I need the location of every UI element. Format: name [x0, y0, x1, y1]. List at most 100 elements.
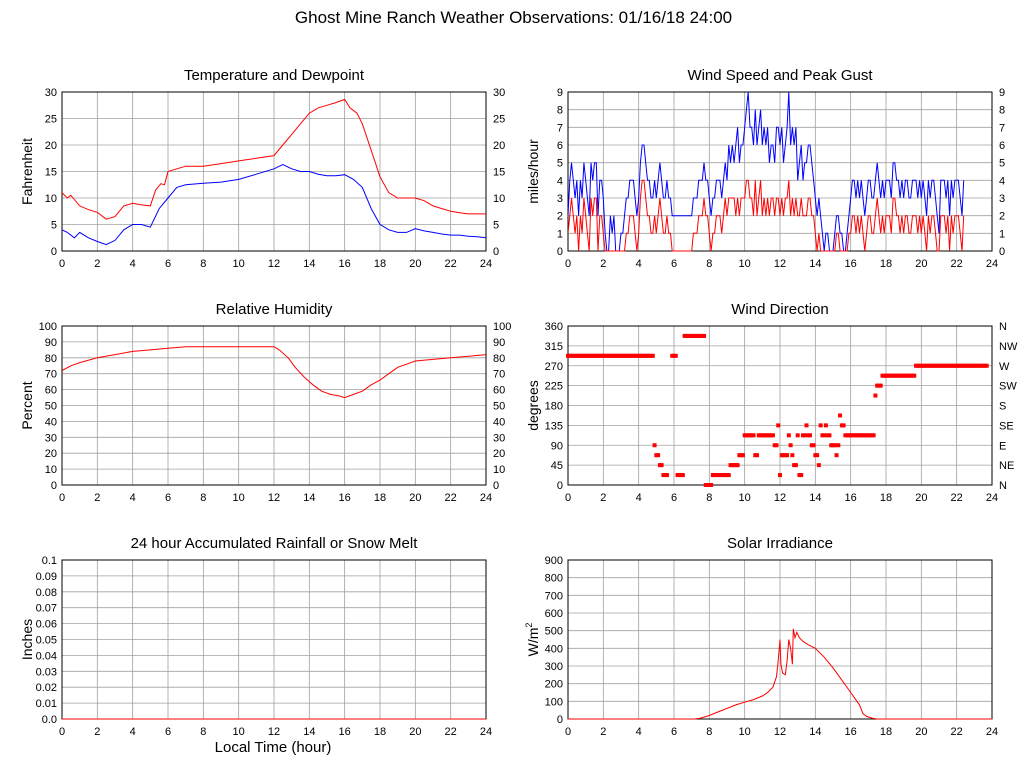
y-tick-label: 9 [557, 87, 563, 99]
x-tick-label: 4 [636, 726, 642, 738]
right-y-tick-label: 60 [493, 385, 505, 397]
y-tick-label: 0 [51, 246, 57, 258]
x-tick-label: 10 [739, 492, 751, 504]
series-line [568, 91, 965, 252]
x-tick-label: 4 [130, 258, 136, 270]
x-tick-label: 6 [165, 726, 171, 738]
right-y-tick-label: E [999, 440, 1006, 452]
x-tick-label: 12 [774, 726, 786, 738]
data-point [841, 423, 846, 428]
x-tick-label: 16 [845, 258, 857, 270]
x-tick-label: 2 [94, 726, 100, 738]
right-y-tick-label: 50 [493, 401, 505, 413]
y-tick-label: 60 [45, 385, 57, 397]
x-tick-label: 2 [600, 258, 606, 270]
series-line [62, 164, 486, 246]
plot-frame [567, 325, 993, 486]
x-tick-label: 12 [268, 492, 280, 504]
data-point [823, 423, 828, 428]
data-point [673, 353, 678, 358]
y-tick-label: 0.03 [36, 666, 57, 678]
y-tick-label: 0.05 [36, 635, 57, 647]
y-tick-label: 315 [545, 341, 563, 353]
y-tick-label: 0.07 [36, 603, 57, 615]
x-tick-label: 14 [809, 258, 821, 270]
data-point [795, 433, 800, 438]
y-tick-label: 200 [545, 679, 563, 691]
x-axis-label: Local Time (hour) [215, 739, 332, 756]
y-axis-label: Inches [19, 619, 35, 660]
x-tick-label: 22 [951, 258, 963, 270]
y-tick-label: 0.02 [36, 682, 57, 694]
x-tick-label: 16 [845, 492, 857, 504]
chart-title: Relative Humidity [216, 301, 333, 318]
x-tick-label: 20 [409, 492, 421, 504]
data-point [838, 413, 843, 418]
x-tick-label: 6 [671, 492, 677, 504]
series-line [568, 179, 965, 252]
data-point [808, 433, 813, 438]
x-tick-label: 8 [200, 726, 206, 738]
y-tick-label: 0 [557, 246, 563, 258]
y-tick-label: 90 [551, 440, 563, 452]
right-y-tick-label: W [999, 361, 1010, 373]
y-tick-label: 0.04 [36, 650, 57, 662]
y-tick-label: 0.09 [36, 571, 57, 583]
right-y-tick-label: 6 [999, 140, 1005, 152]
x-tick-label: 22 [445, 726, 457, 738]
data-point [790, 453, 795, 458]
right-y-tick-label: 40 [493, 416, 505, 428]
y-tick-label: 45 [551, 460, 563, 472]
data-point [802, 433, 807, 438]
y-tick-label: 25 [45, 114, 57, 126]
x-tick-label: 2 [94, 258, 100, 270]
x-tick-label: 14 [809, 726, 821, 738]
right-y-tick-label: NW [999, 341, 1018, 353]
y-tick-label: 0 [51, 480, 57, 492]
x-tick-label: 16 [845, 726, 857, 738]
data-point [832, 443, 837, 448]
chart-title: Temperature and Dewpoint [184, 67, 365, 84]
data-point [815, 453, 820, 458]
y-tick-label: 400 [545, 643, 563, 655]
data-point [811, 443, 816, 448]
right-y-tick-label: SW [999, 381, 1017, 393]
x-tick-label: 0 [565, 726, 571, 738]
x-tick-label: 16 [339, 492, 351, 504]
y-tick-label: 180 [545, 401, 563, 413]
y-tick-label: 40 [45, 416, 57, 428]
y-axis-label-text: W/m [525, 628, 541, 657]
data-point [785, 453, 790, 458]
y-tick-label: 6 [557, 140, 563, 152]
data-point [680, 473, 685, 478]
y-tick-label: 5 [51, 220, 57, 232]
x-tick-label: 0 [59, 726, 65, 738]
right-y-tick-label: SE [999, 420, 1014, 432]
y-tick-label: 90 [45, 337, 57, 349]
y-axis-label: miles/hour [525, 139, 541, 204]
x-tick-label: 8 [706, 492, 712, 504]
y-tick-label: 0.0 [42, 714, 57, 726]
x-tick-label: 14 [809, 492, 821, 504]
x-tick-label: 24 [480, 726, 492, 738]
right-y-tick-label: 20 [493, 448, 505, 460]
y-axis-label-text: Percent [19, 381, 35, 429]
plot-frame [61, 325, 487, 486]
x-tick-label: 2 [600, 492, 606, 504]
chart-title: 24 hour Accumulated Rainfall or Snow Mel… [131, 535, 419, 552]
right-y-tick-label: 4 [999, 175, 1005, 187]
y-tick-label: 0 [557, 714, 563, 726]
x-tick-label: 14 [303, 492, 315, 504]
data-point [770, 433, 775, 438]
x-tick-label: 10 [739, 258, 751, 270]
x-tick-label: 0 [565, 492, 571, 504]
x-tick-label: 18 [880, 726, 892, 738]
right-y-tick-label: N [999, 480, 1007, 492]
series-line [568, 628, 992, 720]
y-axis-label-text: Fahrenheit [19, 138, 35, 205]
y-tick-label: 225 [545, 381, 563, 393]
right-y-tick-label: 9 [999, 87, 1005, 99]
